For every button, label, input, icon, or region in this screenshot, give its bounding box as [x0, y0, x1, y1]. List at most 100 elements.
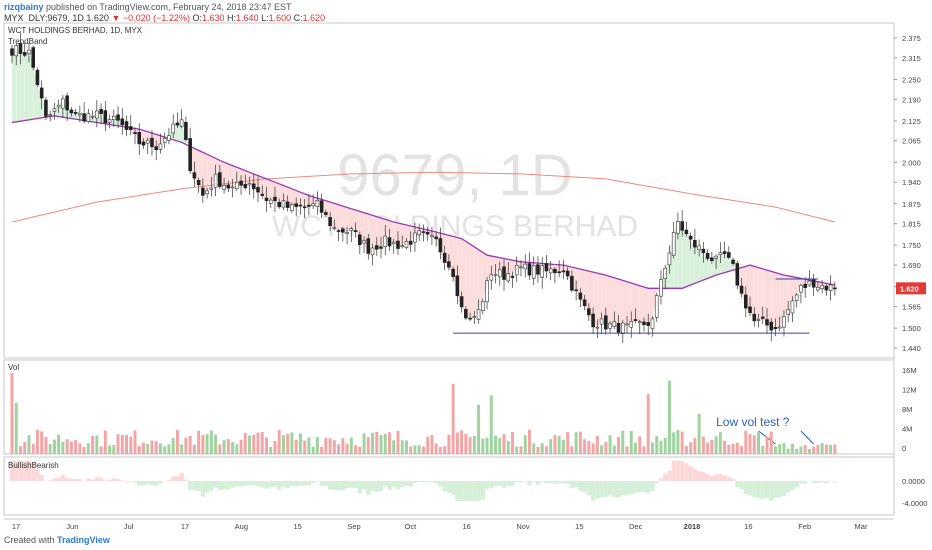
change-arrow-icon: ▼ [111, 13, 121, 23]
price-tick-label: 2.375 [902, 34, 921, 43]
oscillator-bar [637, 481, 642, 493]
candle-body [61, 98, 65, 109]
volume-bar [231, 442, 235, 454]
oscillator-bar [277, 481, 282, 490]
volume-bar [540, 443, 544, 454]
candle-body [807, 280, 812, 286]
ma200-line [11, 171, 836, 223]
candle-body [476, 309, 481, 320]
oscillator-bar [39, 474, 44, 481]
trend-band-segment [576, 268, 581, 300]
volume-bar [78, 443, 82, 454]
oscillator-bar [98, 477, 104, 481]
oscillator-bar [786, 481, 791, 493]
oscillator-bar [832, 481, 837, 483]
oscillator-bar [803, 481, 808, 484]
volume-bar [646, 394, 650, 454]
candle-body [744, 294, 748, 309]
oscillator-label: BullishBearish [8, 461, 59, 470]
oscillator-bar [336, 481, 341, 491]
oscillator-bar [124, 481, 129, 482]
candle-body [752, 313, 757, 322]
candle-body [218, 172, 222, 187]
oscillator-bar [171, 476, 176, 481]
candle-body [128, 126, 133, 130]
candle-body [213, 173, 218, 188]
candle-body [192, 172, 197, 179]
volume-bar [44, 437, 48, 454]
oscillator-bar [582, 481, 587, 493]
volume-bar [617, 437, 621, 454]
volume-bar [404, 440, 408, 454]
volume-bar [468, 437, 472, 454]
volume-bar [455, 432, 459, 454]
price-tick-label: 2.250 [902, 75, 921, 84]
candle-body [438, 238, 443, 253]
volume-bar [714, 436, 718, 454]
oscillator-bar [421, 481, 426, 483]
volume-bar [667, 380, 671, 454]
candle-body [430, 235, 434, 237]
candle-body [264, 197, 269, 202]
trend-band-segment [639, 285, 644, 325]
oscillator-bar [501, 481, 507, 488]
oscillator-bar [578, 481, 583, 491]
oscillator-bar [315, 481, 320, 482]
volume-bar [820, 443, 824, 454]
oscillator-bar [794, 481, 799, 488]
oscillator-tick-label: 0.0000 [902, 477, 925, 486]
candle-body [718, 252, 723, 256]
candle-body [184, 121, 188, 140]
volume-bar [328, 438, 332, 454]
candle-body [633, 319, 638, 321]
candle-body [459, 296, 464, 308]
candle-body [10, 48, 14, 56]
oscillator-bar [323, 481, 328, 486]
oscillator-bar [361, 481, 367, 490]
trend-band-segment [202, 152, 208, 196]
volume-bar [192, 444, 196, 454]
author-link[interactable]: rizqbainy [4, 2, 44, 12]
candle-body [260, 193, 265, 196]
candle-body [78, 113, 82, 116]
candle-body [408, 240, 413, 245]
oscillator-bar [773, 481, 778, 498]
volume-bar [27, 435, 31, 454]
candle-body [324, 212, 328, 215]
candle-body [251, 183, 256, 190]
candle-body [701, 248, 706, 254]
oscillator-bar [128, 481, 133, 482]
oscillator [9, 461, 837, 501]
oscillator-bar [281, 481, 286, 487]
trend-band-segment [754, 266, 759, 321]
oscillator-bar [175, 476, 180, 481]
oscillator-bar [383, 481, 388, 486]
volume-bar [10, 373, 14, 454]
oscillator-bar [688, 465, 693, 481]
created-with: Created with [4, 535, 55, 545]
tradingview-logo[interactable]: TradingView [57, 535, 110, 545]
oscillator-bar [476, 481, 481, 501]
candle-body [497, 269, 502, 278]
volume-bar [786, 448, 790, 454]
volume-bar [239, 439, 243, 454]
oscillator-bar [590, 481, 596, 501]
oscillator-bar [226, 481, 231, 490]
oscillator-bar [442, 481, 447, 492]
candle-body [226, 184, 231, 189]
candle-body [735, 263, 740, 286]
candle-body [243, 183, 248, 189]
volume-bar [158, 443, 162, 454]
ohlc-open-label: O: [192, 13, 202, 23]
volume-bar [782, 442, 786, 454]
candle-body [383, 235, 388, 248]
candle-body [604, 315, 608, 330]
candle-body [570, 276, 574, 291]
volume-bar [773, 446, 777, 454]
oscillator-bar [412, 481, 418, 483]
candle-body [107, 119, 112, 123]
trend-band-segment [258, 175, 263, 196]
candle-body [820, 285, 824, 289]
volume-bar [371, 432, 375, 454]
